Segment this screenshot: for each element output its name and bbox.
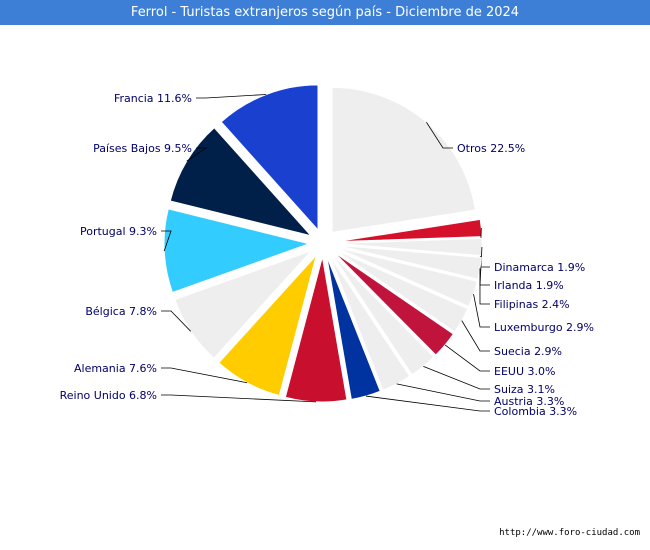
leader-line bbox=[186, 147, 208, 162]
leader-line bbox=[161, 230, 172, 252]
leader-line bbox=[161, 367, 248, 384]
leader-line bbox=[161, 310, 192, 332]
leader-line bbox=[161, 394, 317, 403]
chart-title: Ferrol - Turistas extranjeros según país… bbox=[0, 0, 650, 25]
leader-line bbox=[444, 344, 490, 372]
pie-slice-bélgica bbox=[174, 250, 312, 359]
leader-line bbox=[365, 395, 490, 412]
slice-label: Países Bajos 9.5% bbox=[93, 142, 192, 155]
slice-label: Suecia 2.9% bbox=[494, 345, 562, 358]
pie-slice-filipinas bbox=[336, 244, 482, 280]
slice-label: Dinamarca 1.9% bbox=[494, 261, 585, 274]
pie-slice-austria bbox=[329, 255, 411, 391]
leader-line bbox=[426, 122, 453, 149]
slice-label: Suiza 3.1% bbox=[494, 383, 555, 396]
leader-line bbox=[423, 365, 490, 390]
pie-slice-francia bbox=[220, 84, 319, 232]
leader-line bbox=[479, 246, 490, 286]
slice-label: Bélgica 7.8% bbox=[85, 305, 157, 318]
pie-slice-eeuu bbox=[333, 251, 455, 356]
pie-slice-suecia bbox=[334, 249, 469, 333]
slice-label: Portugal 9.3% bbox=[80, 225, 157, 238]
pie-slice-suiza bbox=[331, 253, 435, 376]
slice-label: Colombia 3.3% bbox=[494, 405, 577, 418]
slice-label: Filipinas 2.4% bbox=[494, 298, 570, 311]
slice-label: Luxemburgo 2.9% bbox=[494, 321, 594, 334]
slice-label: EEUU 3.0% bbox=[494, 365, 555, 378]
slice-label: Reino Unido 6.8% bbox=[60, 389, 157, 402]
leader-line bbox=[461, 320, 490, 352]
slice-label: Francia 11.6% bbox=[114, 92, 192, 105]
slice-label: Alemania 7.6% bbox=[74, 362, 157, 375]
pie-slice-colombia bbox=[326, 256, 381, 400]
leader-line bbox=[196, 94, 267, 99]
slice-label: Otros 22.5% bbox=[457, 142, 525, 155]
slice-label: Austria 3.3% bbox=[494, 395, 564, 408]
slice-label: Irlanda 1.9% bbox=[494, 279, 564, 292]
source-url: http://www.foro-ciudad.com bbox=[499, 528, 640, 538]
leader-line bbox=[473, 294, 490, 328]
leader-line bbox=[479, 268, 490, 305]
pie-slice-otros bbox=[331, 86, 476, 233]
leader-line bbox=[396, 383, 490, 402]
pie-slice-alemania bbox=[218, 254, 317, 397]
